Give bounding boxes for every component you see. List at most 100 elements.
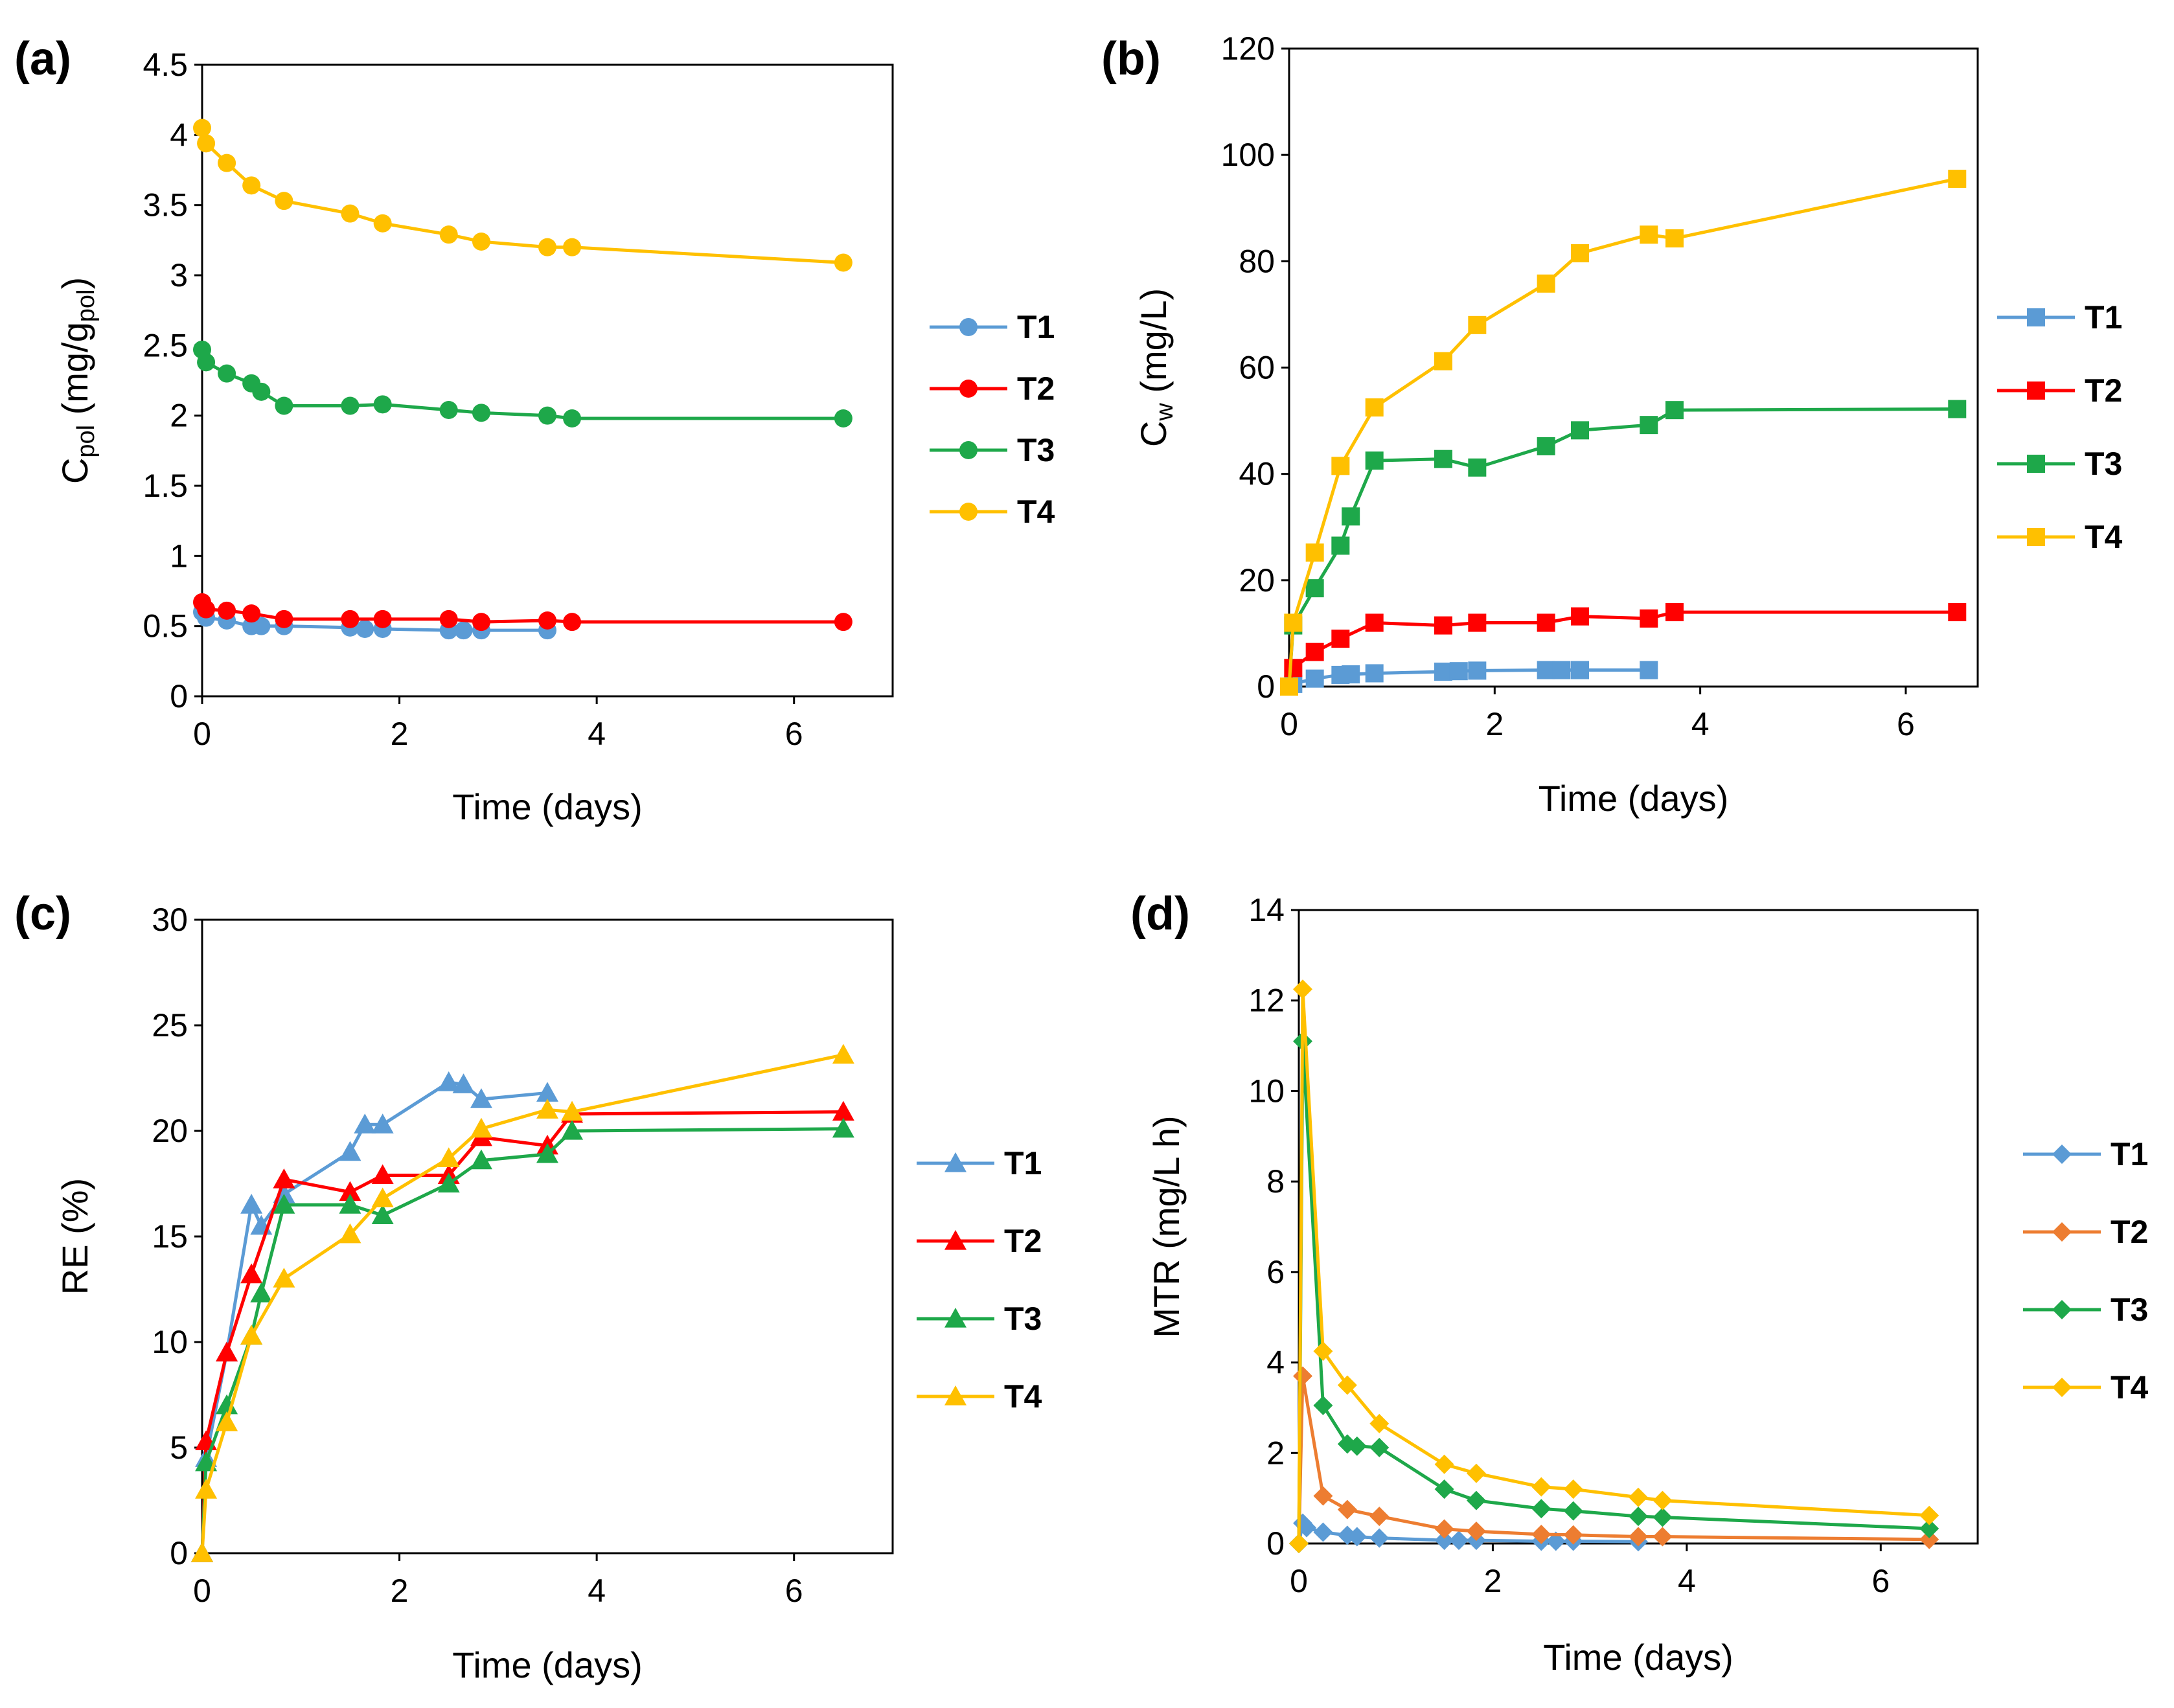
y-tick-label: 2.5 [143, 327, 188, 363]
data-point-t4 [561, 1100, 584, 1121]
data-point-t2 [832, 1100, 854, 1121]
series-line-t2 [1297, 1374, 1930, 1544]
data-point-t1 [1365, 664, 1384, 683]
data-point-t1 [1449, 1531, 1469, 1551]
data-point-t3 [197, 353, 216, 372]
legend-label-t4: T4 [1004, 1378, 1042, 1415]
data-point-t4 [1292, 979, 1312, 999]
series-t3 [193, 340, 852, 427]
data-point-t4 [470, 1117, 492, 1138]
data-point-t3 [1919, 1518, 1939, 1538]
data-point-t3 [563, 409, 582, 427]
data-point-t4 [1919, 1505, 1939, 1525]
y-tick-label: 3 [170, 257, 188, 293]
data-point-t3 [195, 1451, 218, 1472]
y-tick-label: 5 [170, 1429, 188, 1466]
legend-marker-t1 [944, 1152, 967, 1172]
legend-marker-t2 [2027, 381, 2045, 400]
legend-label-t2: T2 [2085, 372, 2122, 409]
data-point-t3 [538, 406, 556, 425]
legend-marker-t4 [2052, 1378, 2072, 1397]
data-point-t3 [250, 1282, 273, 1303]
data-point-t2 [1331, 630, 1350, 648]
data-point-t1 [454, 621, 473, 640]
y-tick-label: 0 [1266, 1525, 1285, 1562]
data-point-t2 [1365, 613, 1384, 632]
data-point-t2 [1434, 616, 1452, 635]
data-point-t3 [439, 401, 458, 419]
plot-area-frame [201, 63, 894, 698]
data-point-t1 [1347, 1527, 1367, 1547]
data-point-t1 [1434, 663, 1452, 681]
data-point-t4 [536, 1099, 558, 1119]
data-point-t3 [1365, 451, 1384, 470]
legend-label-t2: T2 [1004, 1223, 1042, 1259]
data-point-t3 [1331, 536, 1350, 555]
data-point-t4 [371, 1187, 394, 1207]
data-point-t1 [371, 1113, 394, 1133]
x-tick-label: 0 [1280, 706, 1298, 742]
data-point-t2 [1948, 603, 1967, 622]
legend-label-t4: T4 [2085, 519, 2123, 555]
y-tick-label: 2 [1266, 1435, 1285, 1471]
data-point-t4 [240, 1325, 263, 1345]
data-point-t2 [1468, 613, 1487, 632]
legend-label-t4: T4 [2111, 1369, 2149, 1406]
data-point-t3 [1466, 1490, 1486, 1510]
series-t3 [191, 1117, 854, 1562]
legend: T1 T2 T3 T4 [930, 309, 1055, 530]
y-tick-label: 20 [1239, 562, 1275, 598]
plot-area-frame [1288, 47, 1979, 688]
data-point-t2 [1369, 1507, 1390, 1527]
x-axis-title: Time (days) [1543, 1637, 1733, 1678]
data-point-t2 [1284, 659, 1303, 678]
data-point-t3 [218, 364, 236, 383]
series-line-t3 [200, 1127, 843, 1554]
panel-d: 0 2 4 6 8 10 12 14 0 2 4 6 Time (days) MTR (mg/L h) (d… [1130, 888, 2149, 1678]
data-point-t4 [275, 192, 293, 211]
data-point-t4 [339, 1223, 361, 1244]
series-line-t4 [1297, 987, 1930, 1544]
x-tick-label: 6 [785, 716, 803, 752]
data-point-t2 [240, 1263, 263, 1284]
panel-a: 0 0.5 1 1.5 2 2.5 3 3.5 4 4.5 0 2 4 6 Time (days) Cpol​… [14, 33, 1055, 827]
panel-label: (d) [1130, 888, 1190, 940]
data-point-t4 [1369, 1413, 1390, 1433]
y-tick-label: 10 [1248, 1073, 1285, 1109]
data-point-t3 [1347, 1436, 1367, 1456]
series-t2 [193, 593, 852, 632]
x-axis-title: Time (days) [452, 1645, 643, 1685]
panel-b: 0 20 40 60 80 100 120 0 2 4 6 Time (days) Cw​ (mg/L)… [1101, 30, 2123, 819]
data-point-t2 [1563, 1525, 1583, 1545]
data-point-t2 [341, 609, 360, 628]
data-point-t4 [563, 238, 582, 256]
data-point-t2 [275, 609, 293, 628]
y-tick-label: 14 [1248, 892, 1285, 928]
data-point-t4 [341, 204, 360, 223]
data-point-t4 [1289, 1534, 1309, 1553]
plot-area-frame [1298, 909, 1979, 1545]
data-point-t4 [195, 1479, 218, 1499]
x-tick-label: 0 [193, 1573, 211, 1609]
data-point-t4 [216, 1411, 238, 1431]
x-tick-label: 4 [1678, 1563, 1696, 1599]
legend-marker-t1 [2052, 1144, 2072, 1164]
data-point-t1 [1640, 661, 1658, 679]
series-t1 [1289, 1513, 1648, 1553]
data-point-t4 [1653, 1490, 1673, 1510]
data-point-t2 [538, 611, 556, 630]
data-point-t3 [1531, 1499, 1551, 1519]
x-tick-label: 2 [1484, 1563, 1502, 1599]
series-t2 [1289, 1366, 1939, 1553]
legend-marker-t3 [944, 1308, 967, 1328]
series-t1 [1280, 661, 1658, 696]
legend-label-t3: T3 [1017, 432, 1055, 468]
data-point-t1 [470, 1088, 492, 1108]
data-point-t3 [341, 396, 360, 415]
legend-label-t4: T4 [1017, 494, 1055, 530]
data-point-t3 [273, 1194, 295, 1214]
data-point-t4 [197, 134, 216, 153]
series-line-t2 [200, 601, 843, 624]
data-point-t4 [832, 1043, 854, 1064]
data-point-t4 [1629, 1487, 1648, 1507]
